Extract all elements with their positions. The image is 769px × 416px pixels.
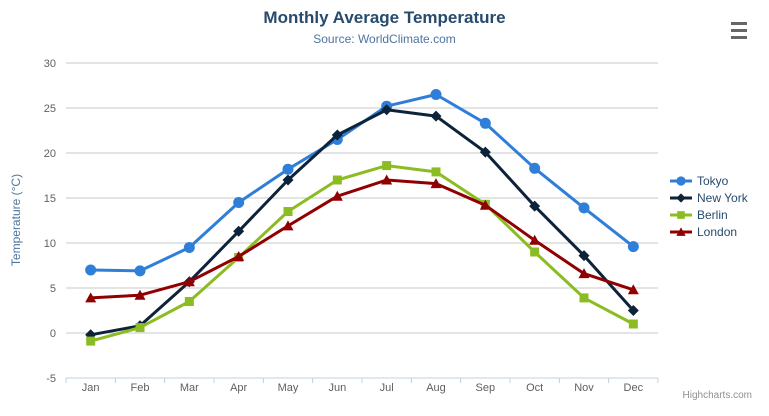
y-axis-label: 0 (50, 328, 56, 340)
legend-marker-diamond-icon (670, 193, 692, 203)
data-point-berlin[interactable] (135, 323, 145, 333)
series-tokyo[interactable] (85, 89, 639, 277)
legend-item-new-york[interactable]: New York (670, 191, 748, 205)
legend-label-berlin: Berlin (697, 208, 728, 222)
data-point-berlin[interactable] (628, 319, 638, 329)
data-point-berlin[interactable] (382, 161, 392, 171)
x-axis-label: May (278, 382, 299, 394)
x-axis-label: Nov (574, 382, 594, 394)
legend-label-london: London (697, 225, 738, 239)
legend-marker-circle-icon (670, 176, 692, 186)
hamburger-icon (731, 22, 747, 25)
legend-item-berlin[interactable]: Berlin (670, 208, 748, 222)
data-point-new-york[interactable] (479, 146, 491, 158)
y-axis-label: 30 (44, 58, 56, 70)
export-menu-button[interactable] (729, 20, 749, 41)
data-point-berlin[interactable] (579, 293, 589, 303)
hamburger-icon (731, 29, 747, 32)
legend: Tokyo New York Berlin London (670, 174, 748, 239)
data-point-new-york[interactable] (529, 200, 541, 212)
legend-marker-triangle-icon (670, 227, 692, 236)
legend-item-tokyo[interactable]: Tokyo (670, 174, 748, 188)
y-axis-label: 5 (50, 283, 56, 295)
data-point-tokyo[interactable] (578, 202, 590, 214)
series-line-berlin[interactable] (89, 164, 635, 343)
x-axis-label: Mar (180, 382, 199, 394)
data-point-berlin[interactable] (431, 167, 441, 177)
data-point-tokyo[interactable] (627, 241, 639, 253)
y-axis-label: 10 (44, 238, 56, 250)
data-point-berlin[interactable] (332, 175, 342, 185)
data-point-london[interactable] (331, 190, 343, 201)
chart-subtitle: Source: WorldClimate.com (313, 32, 456, 46)
x-axis-label: Jan (82, 382, 100, 394)
series-new-york[interactable] (85, 104, 639, 341)
x-axis-label: Jun (328, 382, 346, 394)
data-point-new-york[interactable] (578, 250, 590, 262)
data-point-new-york[interactable] (627, 305, 639, 316)
data-point-new-york[interactable] (282, 174, 294, 186)
x-axis-label: Dec (624, 382, 644, 394)
data-point-tokyo[interactable] (134, 265, 146, 277)
chart-title: Monthly Average Temperature (263, 8, 506, 27)
legend-label-tokyo: Tokyo (697, 174, 729, 188)
x-axis-label: Aug (426, 382, 446, 394)
legend-marker-square-icon (670, 211, 692, 219)
data-point-tokyo[interactable] (529, 162, 541, 174)
data-point-tokyo[interactable] (479, 117, 491, 129)
data-point-new-york[interactable] (430, 110, 442, 122)
y-axis-label: 15 (44, 193, 56, 205)
series-line-new-york[interactable] (89, 108, 635, 337)
data-point-new-york[interactable] (233, 225, 245, 237)
data-point-berlin[interactable] (283, 207, 293, 216)
x-axis-label: Sep (476, 382, 496, 394)
legend-label-new-york: New York (697, 191, 748, 205)
data-point-london[interactable] (627, 284, 639, 295)
x-axis-label: Jul (380, 382, 394, 394)
data-point-tokyo[interactable] (85, 264, 97, 276)
data-point-london[interactable] (134, 289, 146, 300)
data-point-london[interactable] (430, 178, 442, 189)
data-point-tokyo[interactable] (233, 197, 245, 208)
data-point-london[interactable] (233, 251, 245, 261)
data-point-berlin[interactable] (530, 247, 540, 257)
data-point-london[interactable] (183, 276, 195, 287)
x-axis-label: Oct (526, 382, 543, 394)
x-axis-label: Apr (230, 382, 247, 394)
y-axis-label: 20 (44, 148, 56, 160)
series-line-london[interactable] (89, 178, 635, 300)
data-point-london[interactable] (479, 199, 491, 210)
data-point-london[interactable] (529, 234, 541, 245)
data-point-london[interactable] (85, 292, 97, 303)
data-point-new-york[interactable] (331, 129, 343, 141)
x-axis-label: Feb (131, 382, 150, 394)
credits-link[interactable]: Highcharts.com (682, 390, 752, 401)
data-point-berlin[interactable] (184, 297, 194, 306)
series-london[interactable] (85, 174, 639, 303)
data-point-new-york[interactable] (381, 104, 393, 116)
legend-item-london[interactable]: London (670, 225, 748, 239)
data-point-london[interactable] (282, 220, 294, 231)
data-point-tokyo[interactable] (430, 89, 442, 100)
y-axis-label: 25 (44, 103, 56, 115)
data-point-london[interactable] (381, 174, 393, 185)
hamburger-icon (731, 36, 747, 39)
data-point-berlin[interactable] (86, 336, 96, 346)
y-axis-title: Temperature (°C) (9, 174, 23, 266)
y-axis-label: -5 (46, 373, 56, 385)
data-point-tokyo[interactable] (183, 242, 195, 253)
data-point-tokyo[interactable] (282, 163, 294, 175)
data-point-london[interactable] (578, 268, 590, 279)
